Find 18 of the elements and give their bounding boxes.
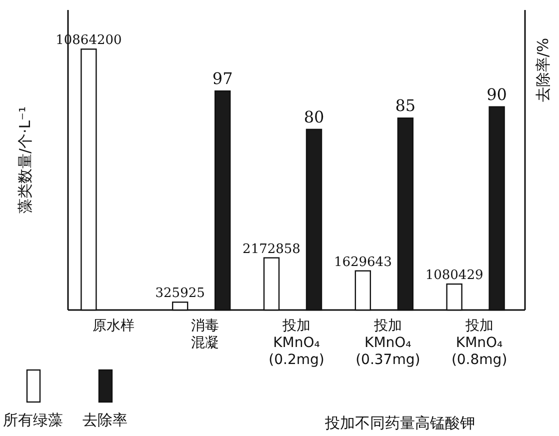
data-label: 325925 [155,286,205,302]
x-axis-title: 投加不同药量高锰酸钾 [324,414,475,432]
data-label: 97 [212,69,233,88]
legend-label: 去除率 [82,411,128,429]
x-tick-label: 消毒混凝 [191,318,220,351]
x-tick-label: 投加 KMnO₄ (0.2mg) [268,318,324,368]
x-tick-label: 投加 KMnO₄ (0.37mg) [356,318,420,368]
data-label: 1080429 [425,268,484,284]
y2-axis-title: 去除率/% [534,38,552,102]
y-axis-title: 藻类数量/个·L⁻¹ [16,106,34,214]
legend-label: 所有绿藻 [3,411,63,429]
x-tick-label: 原水样 [92,318,135,334]
data-label: 80 [304,107,324,126]
data-label: 1629643 [334,254,392,270]
data-label: 2172858 [242,242,300,257]
data-label: 90 [486,84,507,104]
x-tick-label: 投加 KMnO₄ (0.8mg) [451,318,508,368]
data-label: 85 [395,96,416,116]
